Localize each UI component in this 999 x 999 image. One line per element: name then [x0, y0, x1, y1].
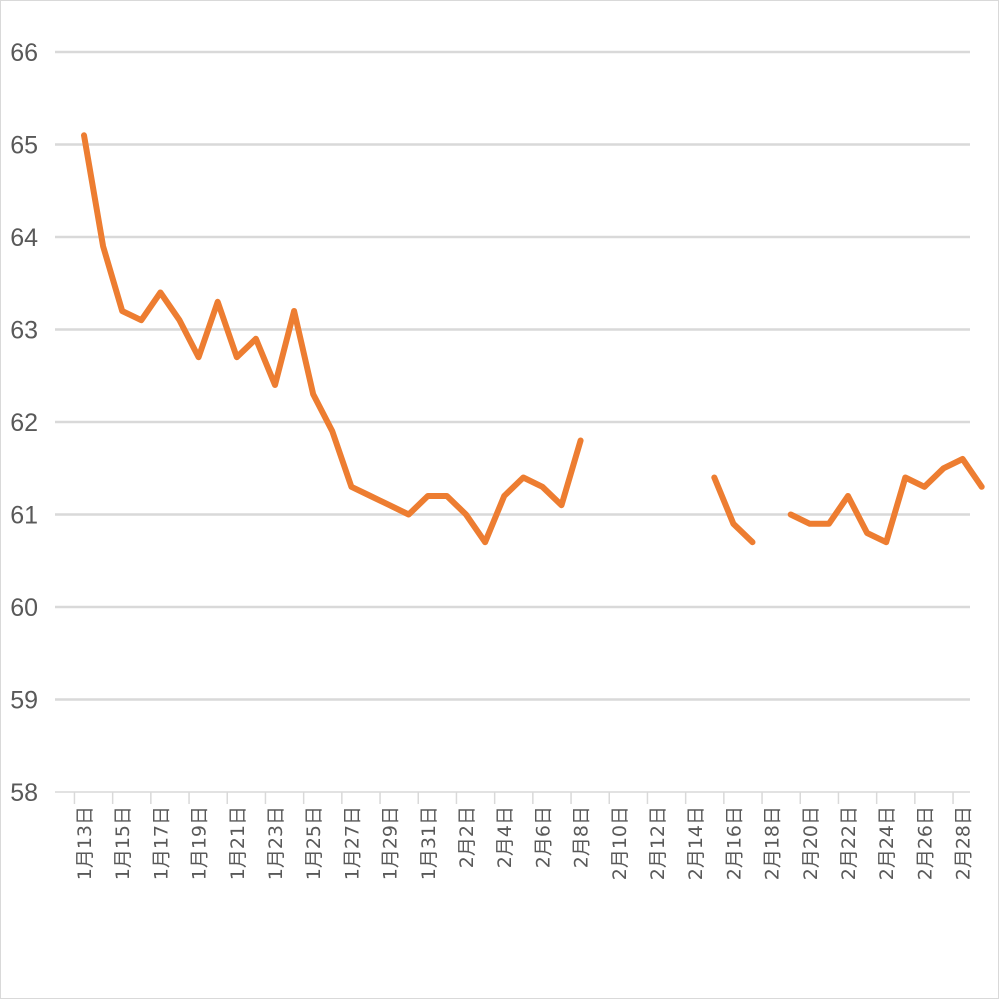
y-tick-label: 61 — [10, 502, 38, 530]
x-tick-label: 2月16日 — [723, 806, 745, 880]
x-tick-label: 1月23日 — [265, 806, 287, 880]
x-tick-label: 2月26日 — [914, 806, 936, 880]
y-axis-tick-labels: 58 59 60 61 62 63 64 65 66 — [10, 39, 38, 807]
x-tick-label: 2月20日 — [800, 806, 822, 880]
x-tick-label: 2月2日 — [456, 806, 478, 868]
gridlines — [55, 50, 970, 701]
x-tick-label: 1月21日 — [227, 806, 249, 880]
x-tick-label: 2月18日 — [762, 806, 784, 880]
y-tick-label: 65 — [10, 132, 38, 160]
x-tick-label: 2月4日 — [494, 806, 516, 868]
x-tick-label: 2月10日 — [609, 806, 631, 880]
x-tick-label: 1月19日 — [189, 806, 211, 880]
x-tick-label: 1月29日 — [380, 806, 402, 880]
x-tick-label: 2月14日 — [685, 806, 707, 880]
x-tick-label: 1月15日 — [112, 806, 134, 880]
y-tick-label: 58 — [10, 779, 38, 807]
series-line — [81, 132, 985, 546]
x-tick-label: 2月12日 — [647, 806, 669, 880]
x-tick-label: 1月25日 — [303, 806, 325, 880]
y-tick-label: 59 — [10, 687, 38, 715]
x-tick-label: 2月28日 — [953, 806, 975, 880]
x-tick-label: 2月24日 — [876, 806, 898, 880]
series-0-segment-1 — [711, 474, 756, 546]
x-tick-label: 1月27日 — [341, 806, 363, 880]
x-tick-label: 2月22日 — [838, 806, 860, 880]
x-tick-label: 1月17日 — [150, 806, 172, 880]
series-0-segment-2 — [787, 456, 985, 546]
x-axis — [55, 791, 970, 804]
y-tick-label: 64 — [10, 224, 38, 252]
y-tick-label: 60 — [10, 594, 38, 622]
x-tick-label: 2月6日 — [532, 806, 554, 868]
x-tick-label: 2月8日 — [571, 806, 593, 868]
series-0-segment-0 — [81, 132, 584, 546]
y-tick-label: 66 — [10, 39, 38, 67]
y-tick-label: 62 — [10, 409, 38, 437]
x-axis-tick-labels: 1月13日 1月15日 1月17日 1月19日 1月21日 1月23日 1月25日 1月27日… — [74, 806, 975, 880]
y-tick-label: 63 — [10, 317, 38, 345]
x-tick-label: 1月13日 — [74, 806, 96, 880]
x-tick-label: 1月31日 — [418, 806, 440, 880]
